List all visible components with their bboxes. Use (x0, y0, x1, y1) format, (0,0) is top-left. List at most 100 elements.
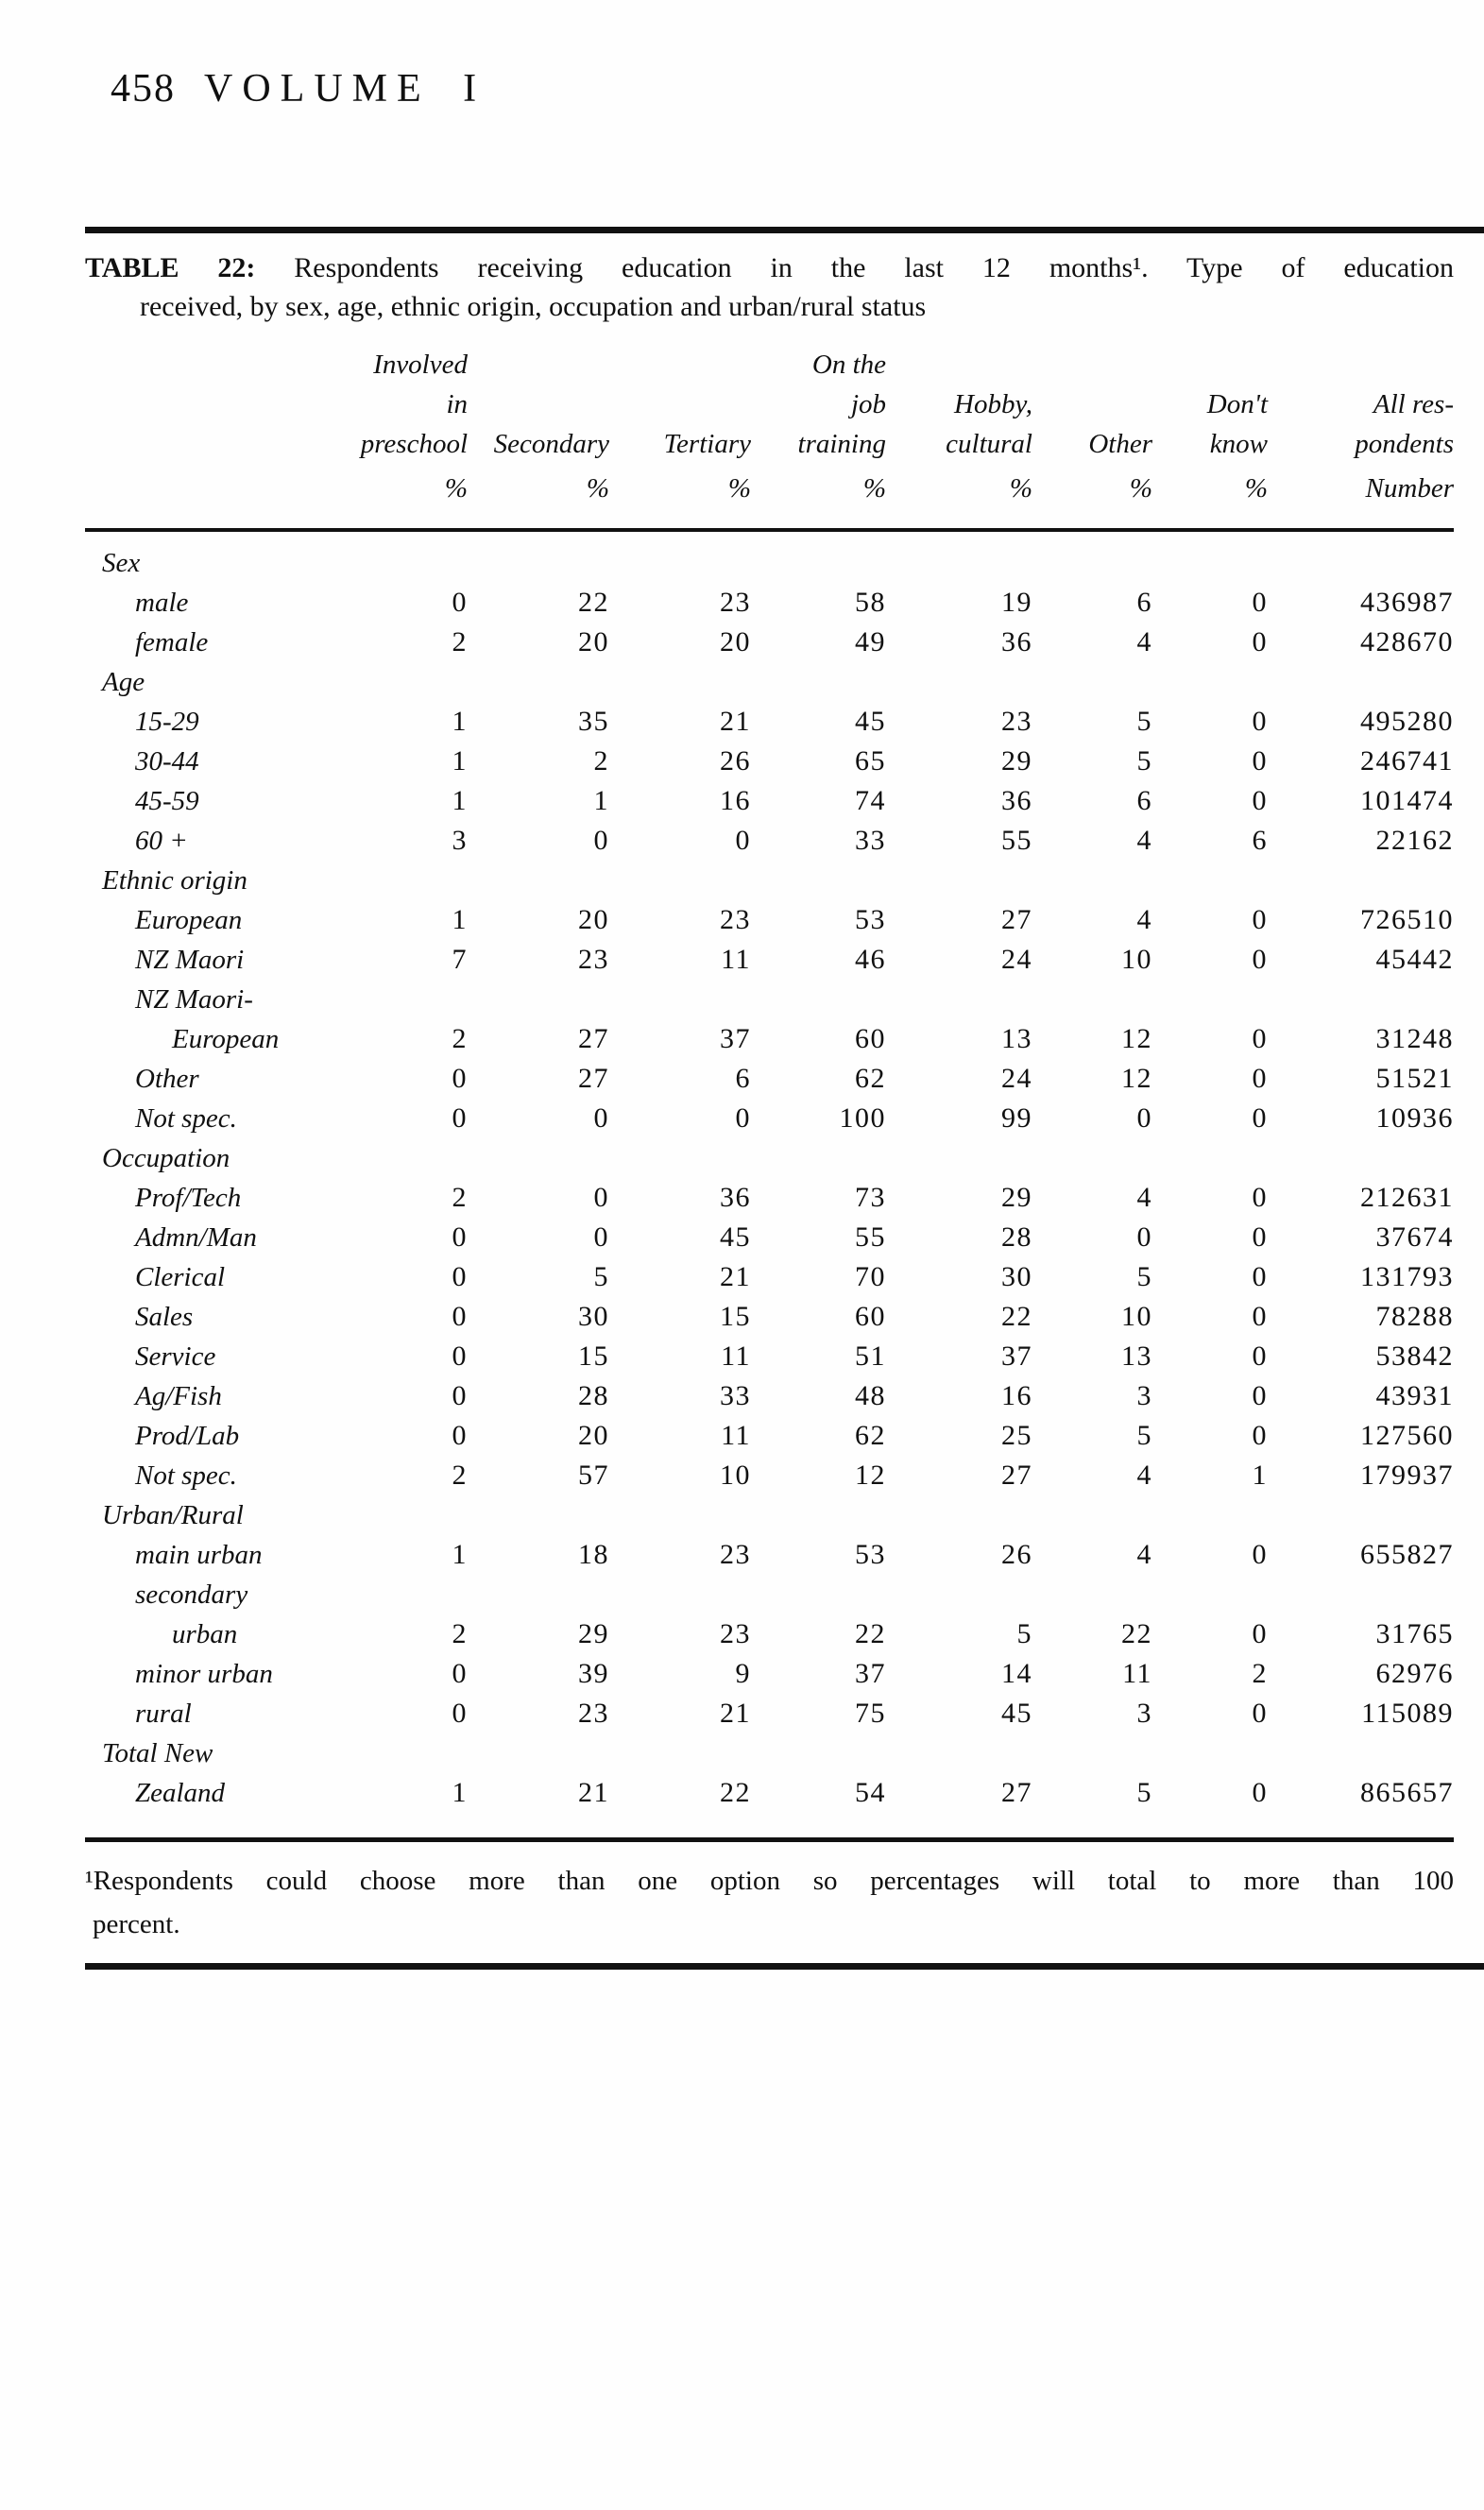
row-label: Not spec. (135, 1103, 237, 1134)
table-row: Admn/Man 0 0 45 55 28 0 0 37674 (85, 1218, 1454, 1257)
cell-value: 23 (720, 1539, 751, 1570)
cell-value: 0 (593, 1221, 609, 1253)
cell-value: 0 (452, 1063, 468, 1094)
table-row: male 0 22 23 58 19 6 0 436987 (85, 583, 1454, 623)
cell-value: 428670 (1360, 626, 1454, 657)
cell-value: 5 (1136, 1420, 1152, 1451)
table-row: urban 2 29 23 22 5 22 0 31765 (85, 1614, 1454, 1654)
footnote-rule (85, 1837, 1454, 1842)
cell-value: 22 (578, 587, 609, 618)
cell-value: 27 (578, 1063, 609, 1094)
cell-value: 21 (720, 1261, 751, 1292)
cell-value: 0 (1252, 1618, 1268, 1649)
cell-value: 55 (1001, 825, 1032, 856)
cell-value: 0 (1252, 1777, 1268, 1808)
cell-value: 0 (1252, 1023, 1268, 1054)
table-row: main urban 1 18 23 53 26 4 0 655827 (85, 1535, 1454, 1575)
row-label: Ag/Fish (135, 1381, 222, 1411)
cell-value: 29 (578, 1618, 609, 1649)
column-header: Secondary (493, 429, 609, 459)
cell-value: 9 (735, 1658, 751, 1689)
table-row: Other 0 27 6 62 24 12 0 51521 (85, 1059, 1454, 1099)
table-row: Clerical 0 5 21 70 30 5 0 131793 (85, 1257, 1454, 1297)
row-label: Zealand (135, 1778, 226, 1808)
cell-value: 179937 (1360, 1460, 1454, 1491)
cell-value: 20 (578, 1420, 609, 1451)
cell-value: 62976 (1375, 1658, 1454, 1689)
cell-value: 37 (720, 1023, 751, 1054)
cell-value: 0 (593, 825, 609, 856)
cell-value: 2 (452, 1023, 468, 1054)
cell-value: 0 (1136, 1102, 1152, 1134)
cell-value: 655827 (1360, 1539, 1454, 1570)
cell-value: 1 (452, 1777, 468, 1808)
cell-value: 6 (1136, 785, 1152, 816)
table-unit-row: %%%%%%% Number (85, 464, 1454, 513)
cell-value: 2 (1252, 1658, 1268, 1689)
cell-value: 13 (1121, 1340, 1152, 1372)
cell-value: 51521 (1375, 1063, 1454, 1094)
cell-value: 33 (855, 825, 886, 856)
table-row: 45-59 1 1 16 74 36 6 0 101474 (85, 781, 1454, 821)
row-label: main urban (135, 1540, 263, 1570)
unit-header: % (586, 473, 609, 504)
cell-value: 5 (1136, 1777, 1152, 1808)
cell-value: 0 (1252, 626, 1268, 657)
cell-value: 21 (720, 1698, 751, 1729)
row-label: rural (135, 1699, 192, 1729)
header-rule (85, 528, 1454, 532)
table-row: female 2 20 20 49 36 4 0 428670 (85, 623, 1454, 662)
cell-value: 0 (1252, 745, 1268, 777)
column-header: cultural (946, 429, 1032, 459)
cell-value: 31765 (1375, 1618, 1454, 1649)
cell-value: 246741 (1360, 745, 1454, 777)
cell-value: 99 (1001, 1102, 1032, 1134)
unit-header: Number (1365, 473, 1454, 504)
cell-value: 22162 (1375, 825, 1454, 856)
column-header: know (1209, 429, 1268, 459)
cell-value: 37 (855, 1658, 886, 1689)
cell-value: 27 (1001, 904, 1032, 935)
cell-value: 24 (1001, 944, 1032, 975)
table-row: Not spec. 0 0 0 100 99 0 0 10936 (85, 1099, 1454, 1138)
cell-value: 21 (720, 706, 751, 737)
cell-value: 51 (855, 1340, 886, 1372)
cell-value: 70 (855, 1261, 886, 1292)
cell-value: 45 (855, 706, 886, 737)
table-row: Age (85, 662, 1454, 702)
table-title: TABLE 22: Respondents receiving educatio… (85, 248, 1454, 326)
cell-value: 36 (1001, 626, 1032, 657)
cell-value: 436987 (1360, 587, 1454, 618)
cell-value: 100 (839, 1102, 886, 1134)
cell-value: 53842 (1375, 1340, 1454, 1372)
cell-value: 0 (1252, 1221, 1268, 1253)
cell-value: 212631 (1360, 1182, 1454, 1213)
cell-value: 1 (452, 785, 468, 816)
column-header: Hobby, (954, 389, 1032, 419)
cell-value: 101474 (1360, 785, 1454, 816)
cell-value: 2 (452, 1182, 468, 1213)
cell-value: 11 (1122, 1658, 1152, 1689)
section-label: Urban/Rural (102, 1500, 244, 1530)
cell-value: 15 (578, 1340, 609, 1372)
table-row: Ag/Fish 0 28 33 48 16 3 0 43931 (85, 1376, 1454, 1416)
cell-value: 6 (735, 1063, 751, 1094)
row-label: Prod/Lab (135, 1421, 240, 1451)
table-header: Involved On the in job Hobby, Don't All res-pr… (85, 345, 1454, 513)
column-header: On the (811, 350, 886, 380)
cell-value: 27 (1001, 1460, 1032, 1491)
cell-value: 2 (593, 745, 609, 777)
cell-value: 0 (1252, 1340, 1268, 1372)
cell-value: 0 (452, 1301, 468, 1332)
column-header: Tertiary (663, 429, 751, 459)
cell-value: 53 (855, 1539, 886, 1570)
cell-value: 0 (1252, 587, 1268, 618)
section-label: secondary (135, 1579, 248, 1610)
cell-value: 60 (855, 1023, 886, 1054)
unit-header: % (444, 473, 468, 504)
cell-value: 78288 (1375, 1301, 1454, 1332)
cell-value: 115089 (1361, 1698, 1454, 1729)
cell-value: 1 (452, 904, 468, 935)
row-label: 30-44 (135, 746, 199, 777)
row-label: 15-29 (135, 707, 199, 737)
